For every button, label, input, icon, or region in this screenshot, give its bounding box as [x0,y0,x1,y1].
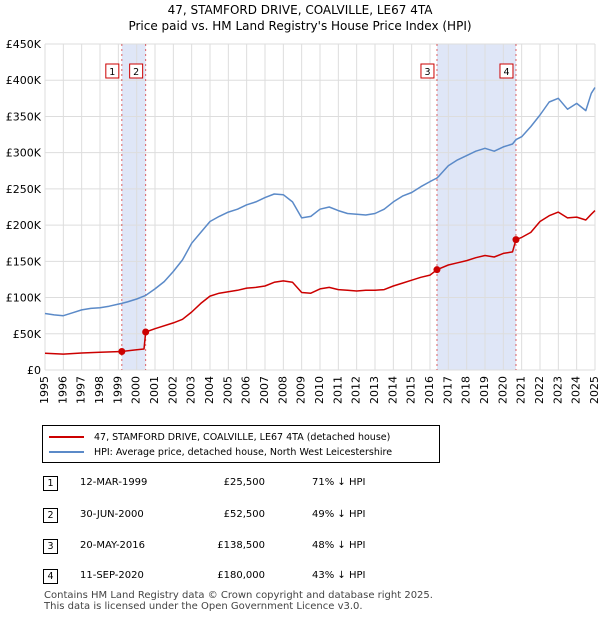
x-tick-label: 2016 [423,376,436,404]
x-tick-label: 2017 [441,376,454,404]
y-tick-label: £450K [6,38,42,51]
shaded-band [121,44,146,370]
legend-swatch-hpi [49,451,84,453]
x-tick-label: 2010 [313,376,326,404]
x-tick-label: 2008 [276,376,289,404]
legend-swatch-price [49,436,84,438]
legend-label-price: 47, STAMFORD DRIVE, COALVILLE, LE67 4TA … [94,431,391,443]
sale-label-box [420,63,435,79]
sale-label: 2 [133,67,139,78]
chart-title: 47, STAMFORD DRIVE, COALVILLE, LE67 4TA [167,3,433,17]
transaction-price: £180,000 [217,570,265,581]
sale-label-box [105,63,120,79]
sale-point [118,348,126,356]
transaction-row: 3 20-MAY-2016 £138,500 48% ↓ HPI [0,537,600,557]
chart-subtitle: Price paid vs. HM Land Registry's House … [128,19,472,33]
transaction-number: 3 [43,539,58,554]
y-tick-label: £300K [6,147,42,160]
transaction-number: 4 [43,569,58,584]
x-tick-label: 1996 [56,376,69,404]
sale-point [142,328,150,336]
x-tick-label: 2020 [496,376,509,404]
x-tick-label: 2013 [368,376,381,404]
sale-label-box [129,63,144,79]
transaction-row: 4 11-SEP-2020 £180,000 43% ↓ HPI [0,567,600,587]
y-tick-label: £200K [6,219,42,232]
sale-point [512,236,520,244]
x-tick-label: 2009 [295,376,308,404]
transaction-date: 12-MAR-1999 [80,477,148,488]
sale-label-box [499,63,514,79]
x-tick-label: 1995 [38,376,51,404]
legend: 47, STAMFORD DRIVE, COALVILLE, LE67 4TA … [42,425,440,463]
x-tick-label: 2012 [350,376,363,404]
x-tick-label: 2018 [460,376,473,404]
series-line [44,87,596,317]
x-tick-label: 2011 [331,376,344,404]
x-tick-label: 1998 [93,376,106,404]
legend-item-price: 47, STAMFORD DRIVE, COALVILLE, LE67 4TA … [49,430,390,444]
sale-label: 1 [109,67,115,78]
y-tick-label: £250K [6,183,42,196]
x-tick-label: 2005 [221,376,234,404]
x-tick-label: 2006 [240,376,253,404]
y-tick-label: £150K [6,255,42,268]
y-tick-label: £0 [27,364,41,377]
x-tick-label: 2000 [130,376,143,404]
footer-licence: This data is licensed under the Open Gov… [44,601,363,612]
sale-point [433,266,441,274]
transaction-hpi-diff: 43% ↓ HPI [312,570,366,581]
shaded-band [436,44,516,370]
y-tick-label: £100K [6,292,42,305]
legend-item-hpi: HPI: Average price, detached house, Nort… [49,445,392,459]
footer: Contains HM Land Registry data © Crown c… [44,590,433,612]
sale-label: 4 [503,67,509,78]
footer-copyright: Contains HM Land Registry data © Crown c… [44,590,433,601]
transaction-hpi-diff: 48% ↓ HPI [312,540,366,551]
x-tick-label: 2015 [405,376,418,404]
x-tick-label: 2022 [533,376,546,404]
x-tick-label: 2021 [515,376,528,404]
x-tick-label: 2007 [258,376,271,404]
x-tick-label: 1999 [111,376,124,404]
transaction-hpi-diff: 49% ↓ HPI [312,509,366,520]
transaction-number: 1 [43,476,58,491]
transaction-price: £52,500 [223,509,265,520]
price-chart: 1 2 3 4 £0 £50K £100K £150K £200K £250K £300K £350K… [6,38,600,404]
y-tick-label: £400K [6,74,42,87]
transaction-date: 30-JUN-2000 [80,509,144,520]
legend-label-hpi: HPI: Average price, detached house, Nort… [94,446,393,458]
transaction-date: 11-SEP-2020 [80,570,144,581]
y-tick-label: £50K [13,328,42,341]
x-tick-label: 2004 [203,376,216,404]
x-tick-label: 2014 [386,376,399,404]
transaction-price: £138,500 [217,540,265,551]
x-tick-label: 2001 [148,376,161,404]
x-tick-label: 2024 [570,376,583,404]
y-tick-label: £350K [6,110,42,123]
transaction-date: 20-MAY-2016 [80,540,146,551]
transaction-number: 2 [43,508,58,523]
x-tick-label: 2023 [551,376,564,404]
transaction-row: 2 30-JUN-2000 £52,500 49% ↓ HPI [0,506,600,526]
transaction-price: £25,500 [223,477,265,488]
transaction-hpi-diff: 71% ↓ HPI [312,477,366,488]
x-tick-label: 1997 [75,376,88,404]
x-tick-label: 2002 [166,376,179,404]
x-tick-label: 2003 [185,376,198,404]
transaction-row: 1 12-MAR-1999 £25,500 71% ↓ HPI [0,474,600,494]
x-tick-label: 2019 [478,376,491,404]
sale-label: 3 [424,67,430,78]
x-tick-label: 2025 [588,376,600,404]
